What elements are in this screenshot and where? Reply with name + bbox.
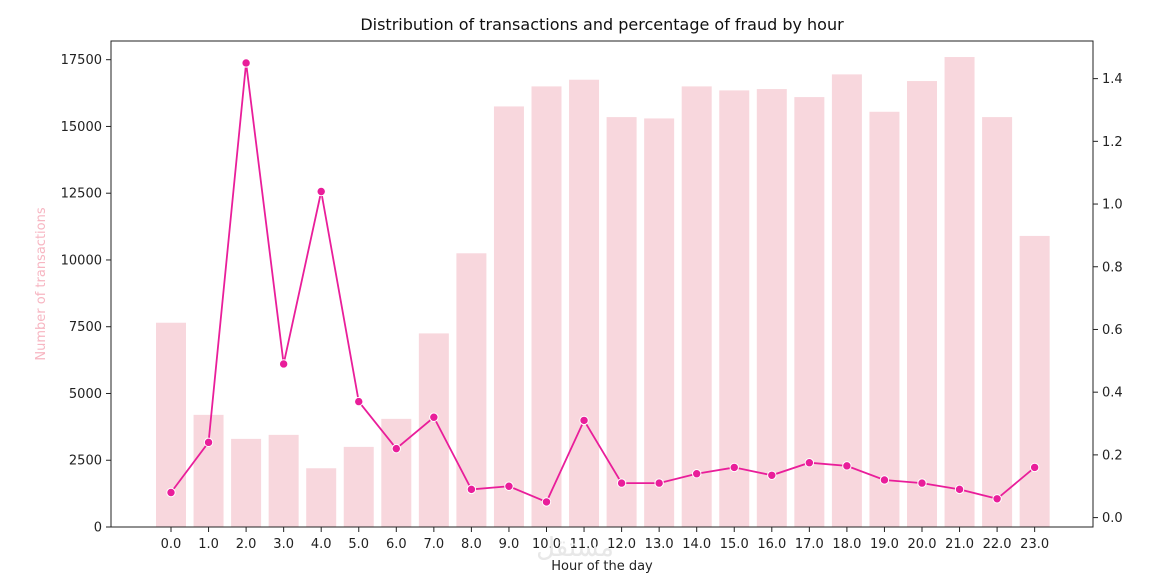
bar-13.0 <box>644 118 674 527</box>
fraud-point-0.0 <box>167 488 175 496</box>
y-left-tick-label: 10000 <box>61 253 102 268</box>
fraud-line <box>171 63 1035 502</box>
x-tick-label: 4.0 <box>311 537 332 552</box>
y-left-tick-label: 5000 <box>69 387 102 402</box>
bar-11.0 <box>569 80 599 527</box>
y-left-tick-label: 17500 <box>61 53 102 68</box>
fraud-point-17.0 <box>805 459 813 467</box>
bar-1.0 <box>194 415 224 527</box>
fraud-point-15.0 <box>730 463 738 471</box>
y-right-tick-label: 0.2 <box>1102 448 1123 463</box>
x-tick-label: 22.0 <box>983 537 1012 552</box>
fraud-point-11.0 <box>580 416 588 424</box>
y-axis-left: 0 2500 5000 7500 10000 12500 15000 17500 <box>61 53 111 535</box>
y-right-tick-label: 0.8 <box>1102 260 1123 275</box>
bar-4.0 <box>306 468 336 527</box>
bar-18.0 <box>832 74 862 527</box>
x-tick-label: 16.0 <box>757 537 786 552</box>
x-tick-label: 9.0 <box>499 537 520 552</box>
fraud-point-5.0 <box>355 397 363 405</box>
bar-23.0 <box>1020 236 1050 527</box>
fraud-point-18.0 <box>843 462 851 470</box>
bar-3.0 <box>269 435 299 527</box>
fraud-point-23.0 <box>1030 463 1038 471</box>
y-axis-left-label: Number of transactions <box>34 207 49 360</box>
fraud-point-7.0 <box>430 413 438 421</box>
bar-2.0 <box>231 439 261 527</box>
fraud-point-4.0 <box>317 187 325 195</box>
fraud-point-16.0 <box>768 471 776 479</box>
bar-10.0 <box>532 86 562 527</box>
fraud-point-2.0 <box>242 59 250 67</box>
fraud-point-1.0 <box>204 438 212 446</box>
watermark: مستقل <box>536 533 614 563</box>
bar-22.0 <box>982 117 1012 527</box>
y-axis-right: 0.0 0.2 0.4 0.6 0.8 1.0 1.2 1.4 <box>1093 72 1123 526</box>
y-left-tick-label: 12500 <box>61 187 102 202</box>
x-tick-label: 2.0 <box>236 537 257 552</box>
x-tick-label: 3.0 <box>273 537 294 552</box>
x-tick-label: 15.0 <box>720 537 749 552</box>
bar-5.0 <box>344 447 374 527</box>
y-left-tick-label: 2500 <box>69 454 102 469</box>
bar-21.0 <box>945 57 975 527</box>
x-tick-label: 8.0 <box>461 537 482 552</box>
y-right-tick-label: 1.2 <box>1102 135 1123 150</box>
bar-16.0 <box>757 89 787 527</box>
y-right-tick-label: 0.6 <box>1102 323 1123 338</box>
fraud-point-19.0 <box>880 476 888 484</box>
x-tick-label: 7.0 <box>424 537 445 552</box>
fraud-point-21.0 <box>955 485 963 493</box>
x-tick-label: 14.0 <box>682 537 711 552</box>
fraud-point-22.0 <box>993 495 1001 503</box>
x-tick-label: 18.0 <box>832 537 861 552</box>
fraud-point-13.0 <box>655 479 663 487</box>
fraud-point-8.0 <box>467 485 475 493</box>
x-tick-label: 21.0 <box>945 537 974 552</box>
bar-14.0 <box>682 86 712 527</box>
x-tick-label: 20.0 <box>908 537 937 552</box>
x-tick-label: 19.0 <box>870 537 899 552</box>
fraud-point-6.0 <box>392 444 400 452</box>
y-left-tick-label: 7500 <box>69 320 102 335</box>
fraud-point-3.0 <box>279 360 287 368</box>
bar-series <box>156 57 1050 527</box>
fraud-point-12.0 <box>617 479 625 487</box>
y-left-tick-label: 0 <box>94 521 102 536</box>
x-tick-label: 6.0 <box>386 537 407 552</box>
y-right-tick-label: 0.0 <box>1102 511 1123 526</box>
bar-20.0 <box>907 81 937 527</box>
x-tick-label: 13.0 <box>645 537 674 552</box>
x-tick-label: 5.0 <box>348 537 369 552</box>
y-right-tick-label: 1.4 <box>1102 72 1123 87</box>
bar-7.0 <box>419 333 449 527</box>
fraud-point-14.0 <box>693 469 701 477</box>
x-tick-label: 0.0 <box>161 537 182 552</box>
fraud-point-20.0 <box>918 479 926 487</box>
bar-9.0 <box>494 106 524 527</box>
x-tick-label: 17.0 <box>795 537 824 552</box>
bar-19.0 <box>869 112 899 527</box>
y-left-tick-label: 15000 <box>61 120 102 135</box>
x-tick-label: 1.0 <box>198 537 219 552</box>
chart-title: Distribution of transactions and percent… <box>360 15 844 34</box>
fraud-point-9.0 <box>505 482 513 490</box>
y-right-tick-label: 1.0 <box>1102 198 1123 213</box>
y-right-tick-label: 0.4 <box>1102 386 1123 401</box>
fraud-point-10.0 <box>542 498 550 506</box>
bar-15.0 <box>719 90 749 527</box>
x-tick-label: 23.0 <box>1020 537 1049 552</box>
